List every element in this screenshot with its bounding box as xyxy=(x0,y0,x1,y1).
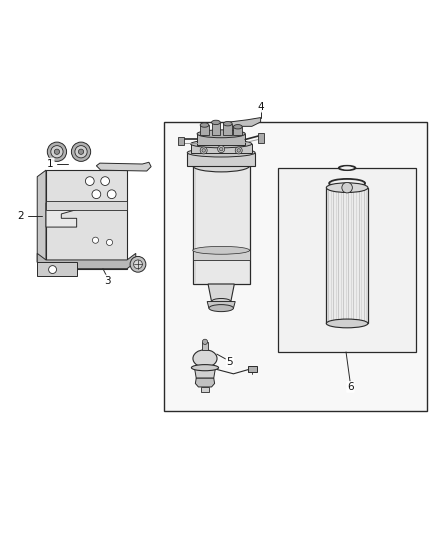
Circle shape xyxy=(49,265,57,273)
Ellipse shape xyxy=(193,159,250,172)
Ellipse shape xyxy=(212,298,231,304)
Ellipse shape xyxy=(187,148,255,157)
Circle shape xyxy=(92,237,99,243)
Circle shape xyxy=(219,147,223,151)
Bar xyxy=(191,144,252,154)
Polygon shape xyxy=(230,118,261,126)
Polygon shape xyxy=(326,188,368,324)
Ellipse shape xyxy=(191,140,252,148)
Bar xyxy=(223,124,232,135)
Bar xyxy=(164,122,427,411)
Circle shape xyxy=(342,182,352,193)
Bar xyxy=(197,134,245,145)
Bar xyxy=(248,366,257,373)
Ellipse shape xyxy=(332,180,362,187)
Circle shape xyxy=(101,177,110,185)
Circle shape xyxy=(75,146,87,158)
Polygon shape xyxy=(37,262,77,276)
Text: 4: 4 xyxy=(257,102,264,111)
Bar xyxy=(233,127,242,135)
Polygon shape xyxy=(187,152,255,166)
Text: 1: 1 xyxy=(47,159,54,168)
Circle shape xyxy=(85,177,94,185)
Ellipse shape xyxy=(339,166,356,170)
Circle shape xyxy=(78,149,84,155)
Polygon shape xyxy=(37,253,136,269)
Polygon shape xyxy=(207,302,235,308)
Ellipse shape xyxy=(342,166,353,169)
Ellipse shape xyxy=(233,125,242,129)
Bar xyxy=(212,123,220,135)
Circle shape xyxy=(200,147,207,154)
Polygon shape xyxy=(201,387,209,392)
Ellipse shape xyxy=(200,123,209,127)
Text: 3: 3 xyxy=(104,276,111,286)
Polygon shape xyxy=(37,170,46,269)
Ellipse shape xyxy=(209,304,233,312)
Circle shape xyxy=(71,142,91,161)
Ellipse shape xyxy=(212,120,220,125)
Bar xyxy=(193,251,250,260)
Polygon shape xyxy=(194,368,215,378)
Polygon shape xyxy=(96,162,151,171)
Circle shape xyxy=(47,142,67,161)
Circle shape xyxy=(106,239,113,246)
Ellipse shape xyxy=(193,350,217,367)
Bar xyxy=(200,125,209,135)
Polygon shape xyxy=(193,166,250,284)
Polygon shape xyxy=(46,170,127,269)
Ellipse shape xyxy=(191,365,219,371)
Circle shape xyxy=(130,256,146,272)
Circle shape xyxy=(92,190,101,199)
Polygon shape xyxy=(46,201,127,209)
Circle shape xyxy=(218,146,225,152)
Ellipse shape xyxy=(193,246,250,254)
Circle shape xyxy=(202,339,208,344)
Ellipse shape xyxy=(329,179,365,188)
Circle shape xyxy=(51,146,63,158)
Text: 5: 5 xyxy=(226,357,233,367)
Polygon shape xyxy=(208,284,234,302)
Ellipse shape xyxy=(326,183,368,192)
Polygon shape xyxy=(195,378,215,387)
Circle shape xyxy=(202,149,205,152)
Text: 2: 2 xyxy=(18,211,25,221)
Circle shape xyxy=(54,149,60,155)
Bar xyxy=(258,133,264,143)
Circle shape xyxy=(134,260,142,269)
Bar xyxy=(178,137,184,145)
Circle shape xyxy=(107,190,116,199)
Ellipse shape xyxy=(223,122,232,126)
Bar xyxy=(278,168,416,352)
Circle shape xyxy=(235,147,242,154)
Polygon shape xyxy=(46,203,77,227)
Ellipse shape xyxy=(326,319,368,328)
Circle shape xyxy=(237,149,240,152)
Ellipse shape xyxy=(197,130,245,138)
Bar xyxy=(202,342,208,350)
Text: 6: 6 xyxy=(347,382,354,392)
